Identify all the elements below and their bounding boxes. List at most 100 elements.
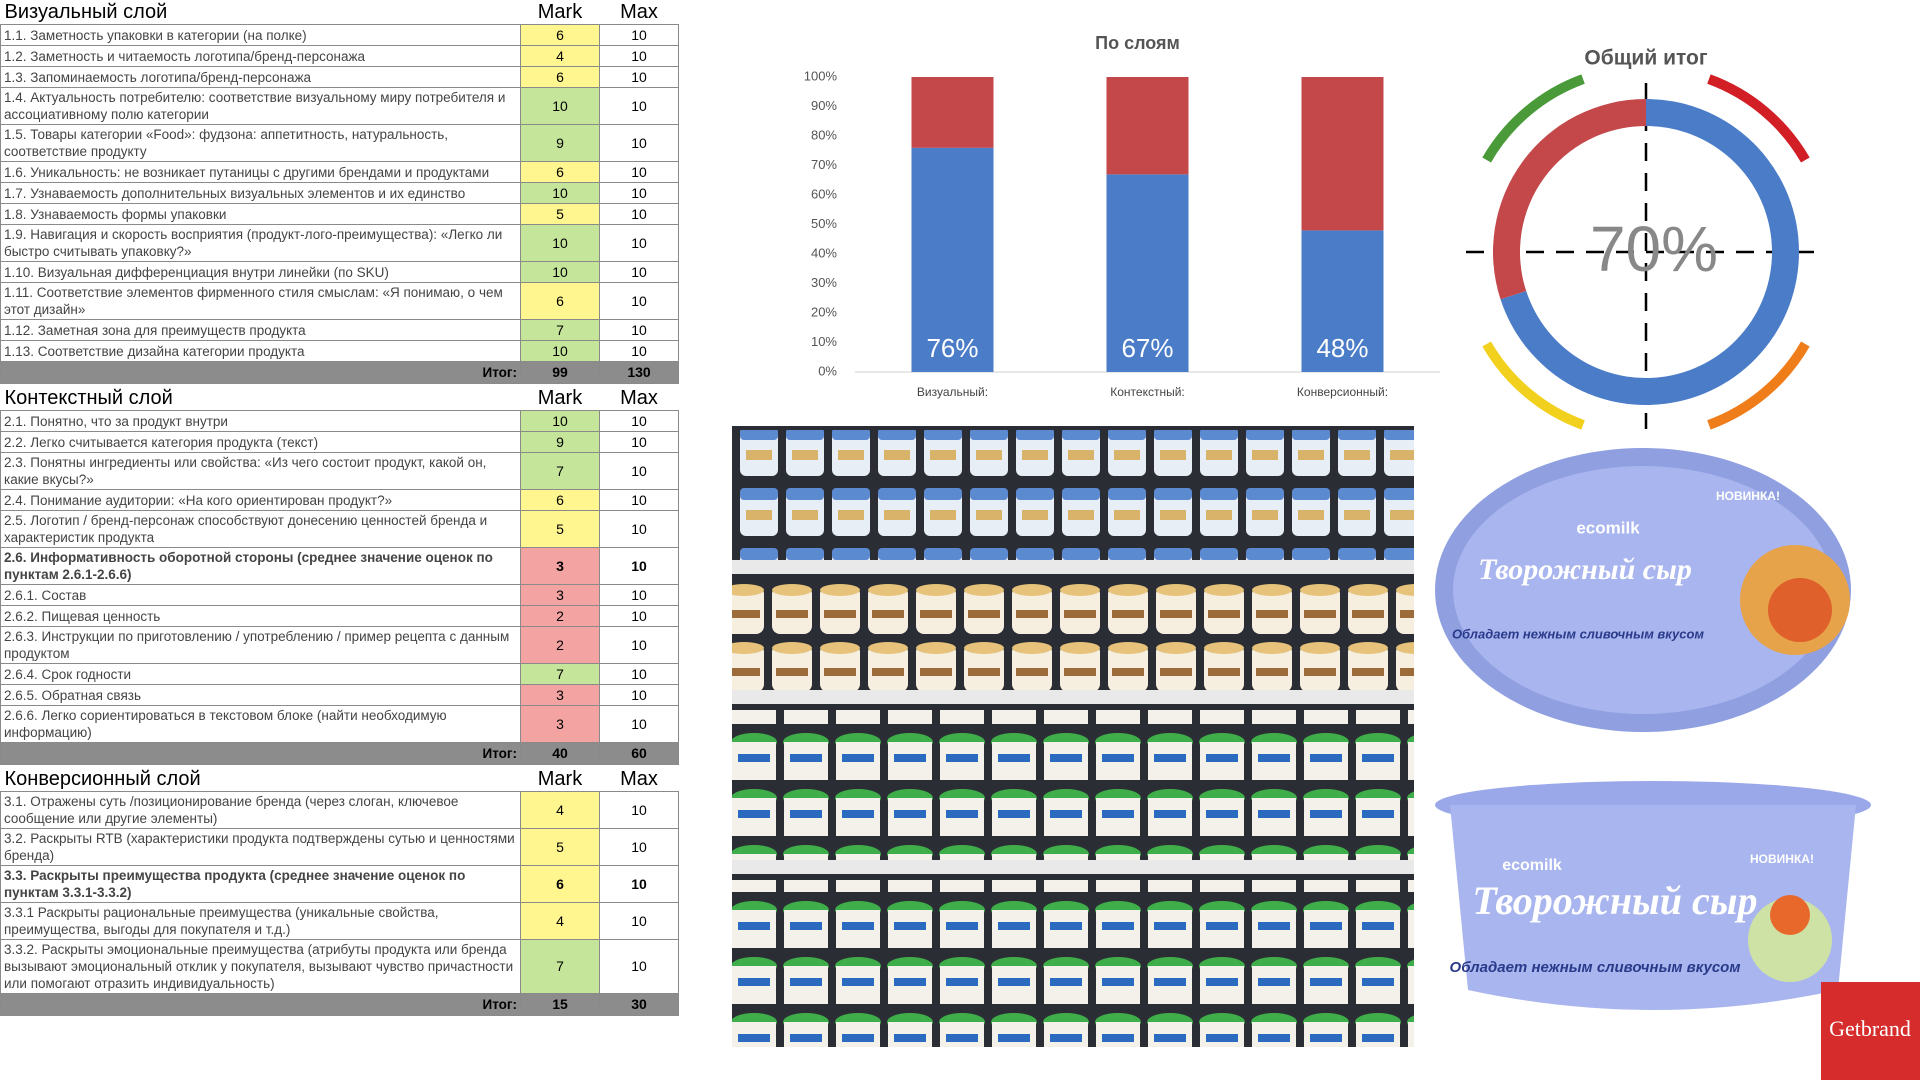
mark-cell: 4	[520, 45, 600, 67]
criterion: 3.3. Раскрыты преимущества продукта (сре…	[0, 865, 521, 903]
max-cell: 10	[599, 663, 679, 685]
mark-cell: 2	[520, 626, 600, 664]
max-cell: 10	[599, 510, 679, 548]
total-value: 99	[520, 361, 600, 384]
y-tick-label: 100%	[804, 68, 838, 83]
max-cell: 10	[599, 865, 679, 903]
shelf-photo	[732, 426, 1414, 1047]
score-row: 1.5. Товары категории «Food»: фудзона: а…	[0, 124, 679, 162]
mark-cell: 6	[520, 161, 600, 183]
max-cell: 10	[599, 902, 679, 940]
criterion: 2.2. Легко считывается категория продукт…	[0, 431, 521, 453]
max-cell: 10	[599, 452, 679, 490]
logo: Getbrand	[1829, 1016, 1911, 1041]
x-tick-label: Визуальный:	[917, 385, 988, 399]
criterion: 1.12. Заметная зона для преимуществ прод…	[0, 319, 521, 341]
max-cell: 10	[599, 124, 679, 162]
product-name: Творожный сыр	[1478, 553, 1692, 586]
mark-cell: 7	[520, 452, 600, 490]
column-header: Mark	[520, 767, 600, 792]
center-label: 70%	[1590, 213, 1718, 285]
score-row: 2.5. Логотип / бренд-персонаж способству…	[0, 510, 679, 548]
total-value: 130	[599, 361, 679, 384]
score-tables: Визуальный слой Mark Max 1.1. Заметность уп…	[0, 0, 679, 1018]
decor-arc	[1482, 74, 1585, 163]
score-row: 1.2. Заметность и читаемость логотипа/бр…	[0, 45, 679, 67]
score-row: 2.6. Информативность оборотной стороны (…	[0, 547, 679, 585]
criterion: 2.4. Понимание аудитории: «На кого ориен…	[0, 489, 521, 511]
max-cell: 10	[599, 224, 679, 262]
y-tick-label: 0%	[818, 363, 837, 378]
max-cell: 10	[599, 605, 679, 627]
layer-title: Конверсионный слой	[0, 767, 521, 792]
y-tick-label: 50%	[811, 216, 837, 231]
product-lid	[1435, 448, 1851, 732]
criterion: 2.6.4. Срок годности	[0, 663, 521, 685]
score-row: 1.12. Заметная зона для преимуществ прод…	[0, 319, 679, 341]
criterion: 2.1. Понятно, что за продукт внутри	[0, 410, 521, 432]
criterion: 1.10. Визуальная дифференциация внутри л…	[0, 261, 521, 283]
total-value: 30	[599, 993, 679, 1016]
total-label: Итог:	[0, 361, 521, 384]
layer-title: Контекстный слой	[0, 386, 521, 411]
score-row: 3.3.2. Раскрыты эмоциональные преимущест…	[0, 939, 679, 994]
score-row: 2.6.2. Пищевая ценность 2 10	[0, 605, 679, 627]
header-row: Контекстный слой Mark Max	[0, 386, 679, 411]
max-cell: 10	[599, 626, 679, 664]
criterion: 2.6.6. Легко сориентироваться в текстово…	[0, 705, 521, 743]
score-row: 1.1. Заметность упаковки в категории (на…	[0, 24, 679, 46]
donut-segment	[1493, 98, 1646, 300]
max-cell: 10	[599, 319, 679, 341]
mark-cell: 5	[520, 828, 600, 866]
total-row: Итог: 15 30	[0, 993, 679, 1016]
x-tick-label: Конверсионный:	[1297, 385, 1388, 399]
max-cell: 10	[599, 282, 679, 320]
y-tick-label: 80%	[811, 127, 837, 142]
total-value: 15	[520, 993, 600, 1016]
bar-segment	[1301, 77, 1384, 231]
column-header: Max	[599, 767, 679, 792]
criterion: 1.2. Заметность и читаемость логотипа/бр…	[0, 45, 521, 67]
max-cell: 10	[599, 410, 679, 432]
mark-cell: 7	[520, 663, 600, 685]
max-cell: 10	[599, 684, 679, 706]
max-cell: 10	[599, 66, 679, 88]
max-cell: 10	[599, 87, 679, 125]
score-row: 3.1. Отражены суть /позиционирование бре…	[0, 791, 679, 829]
mark-cell: 3	[520, 684, 600, 706]
header-row: Конверсионный слой Mark Max	[0, 767, 679, 792]
max-cell: 10	[599, 203, 679, 225]
score-row: 2.6.4. Срок годности 7 10	[0, 663, 679, 685]
criterion: 2.3. Понятны ингредиенты или свойства: «…	[0, 452, 521, 490]
score-row: 1.4. Актуальность потребителю: соответст…	[0, 87, 679, 125]
bar-segment	[911, 147, 994, 372]
badge: НОВИНКА!	[1716, 489, 1780, 503]
max-cell: 10	[599, 431, 679, 453]
column-header: Max	[599, 386, 679, 411]
value-label: 48%	[1316, 333, 1368, 363]
score-row: 1.10. Визуальная дифференциация внутри л…	[0, 261, 679, 283]
mark-cell: 4	[520, 902, 600, 940]
product-name: Творожный сыр	[1472, 878, 1757, 923]
criterion: 1.6. Уникальность: не возникает путаницы…	[0, 161, 521, 183]
criterion: 2.6.1. Состав	[0, 584, 521, 606]
score-row: 2.3. Понятны ингредиенты или свойства: «…	[0, 452, 679, 490]
score-row: 1.8. Узнаваемость формы упаковки 5 10	[0, 203, 679, 225]
mark-cell: 4	[520, 791, 600, 829]
x-tick-label: Контекстный:	[1110, 385, 1185, 399]
score-table: Контекстный слой Mark Max 2.1. Понятно, что…	[0, 386, 679, 765]
bar-segment	[1106, 77, 1189, 175]
score-row: 1.13. Соответствие дизайна категории про…	[0, 340, 679, 362]
bar-segment	[911, 77, 994, 148]
mark-cell: 6	[520, 24, 600, 46]
y-tick-label: 60%	[811, 186, 837, 201]
mark-cell: 3	[520, 705, 600, 743]
criterion: 1.4. Актуальность потребителю: соответст…	[0, 87, 521, 125]
score-row: 2.1. Понятно, что за продукт внутри 10 10	[0, 410, 679, 432]
mark-cell: 3	[520, 584, 600, 606]
column-header: Mark	[520, 0, 600, 25]
max-cell: 10	[599, 939, 679, 994]
score-row: 2.6.3. Инструкции по приготовлению / упо…	[0, 626, 679, 664]
y-tick-label: 70%	[811, 157, 837, 172]
layer-title: Визуальный слой	[0, 0, 521, 25]
